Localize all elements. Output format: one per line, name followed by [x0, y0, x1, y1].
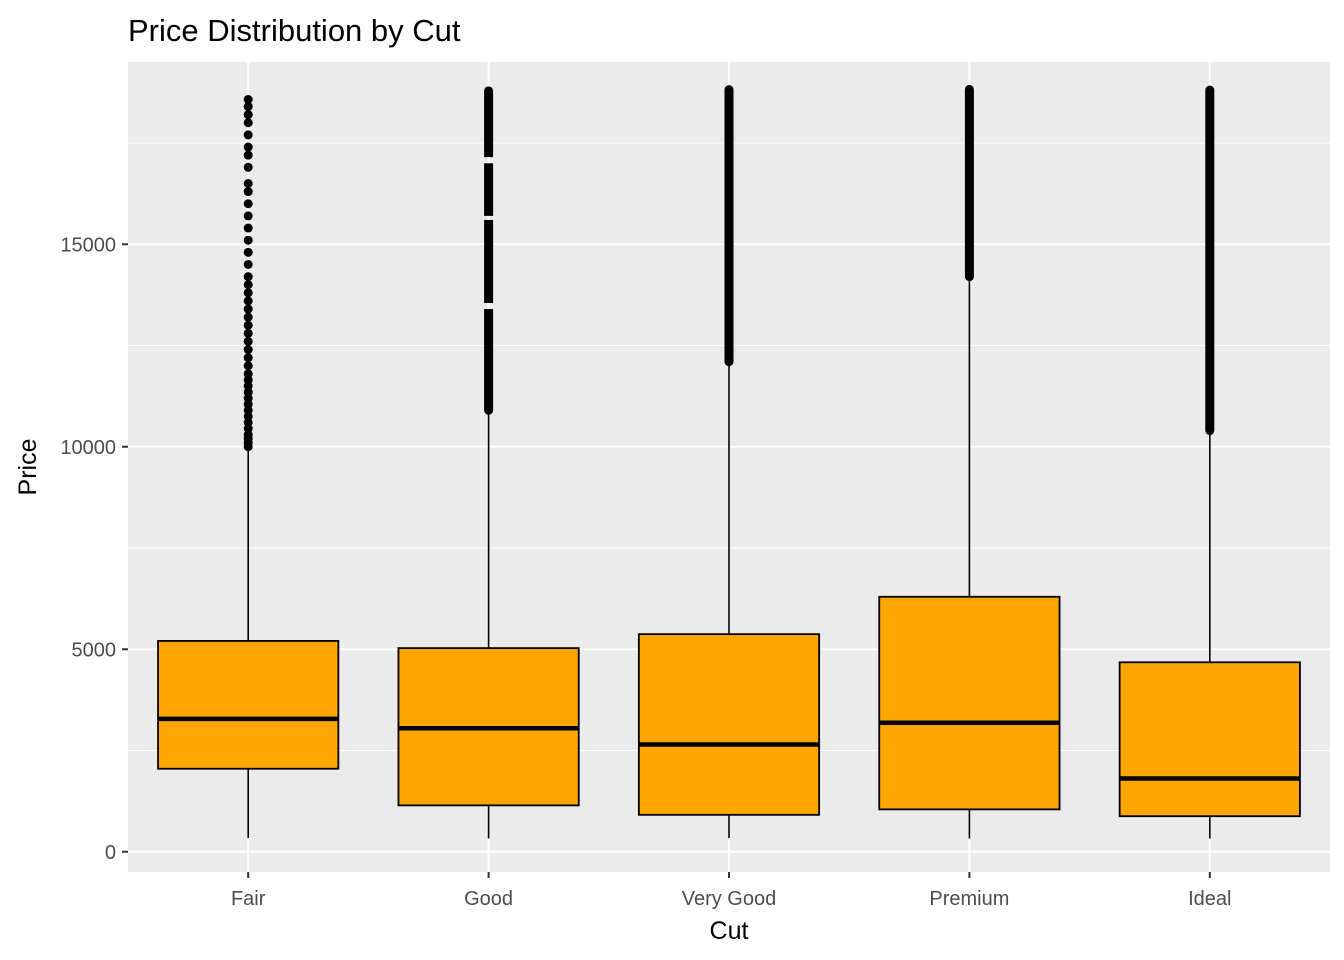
outlier-point — [243, 162, 253, 172]
y-tick-label: 0 — [105, 842, 116, 864]
outlier-point — [243, 304, 253, 314]
box-good — [397, 86, 580, 839]
outlier-point — [243, 361, 253, 371]
outlier-point — [243, 247, 253, 257]
y-axis-title: Price — [14, 439, 42, 496]
outlier-band — [1205, 85, 1215, 436]
y-tick-label: 5000 — [72, 639, 117, 661]
outlier-point — [243, 223, 253, 233]
outliers — [724, 85, 734, 367]
chart-title: Price Distribution by Cut — [128, 13, 461, 48]
outlier-point — [243, 320, 253, 330]
outlier-point — [243, 179, 253, 188]
outlier-point — [243, 353, 253, 363]
box-body — [878, 595, 1061, 811]
outlier-point — [243, 211, 253, 221]
outlier-point — [243, 130, 253, 140]
x-tick-label: Good — [464, 888, 513, 910]
outlier-point — [243, 235, 253, 245]
outlier-point — [243, 336, 253, 346]
x-tick-label: Very Good — [682, 888, 777, 910]
box-body — [637, 633, 821, 816]
outlier-point — [243, 280, 253, 290]
outlier-point — [243, 187, 253, 197]
y-tick-label: 10000 — [60, 437, 116, 459]
x-axis: Fair Good Very Good Premium Ideal — [231, 872, 1231, 910]
outlier-point — [243, 118, 253, 128]
outlier-band — [724, 85, 734, 367]
outlier-point — [243, 312, 253, 322]
y-axis: 0 5000 10000 15000 — [60, 234, 128, 864]
outlier-band — [484, 86, 494, 415]
box-body — [1118, 661, 1301, 818]
x-tick-label: Ideal — [1188, 888, 1231, 910]
outlier-point — [243, 110, 253, 120]
box-ideal — [1118, 85, 1301, 839]
outlier-point — [243, 95, 253, 105]
outlier-point — [243, 260, 253, 269]
outlier-point — [243, 328, 253, 338]
outlier-point — [243, 345, 253, 355]
box-body — [157, 640, 340, 770]
x-tick-label: Premium — [929, 888, 1009, 910]
outlier-point — [243, 296, 253, 306]
outlier-point — [243, 142, 253, 152]
outlier-point — [243, 150, 253, 160]
outliers — [483, 86, 494, 415]
box-fair — [157, 95, 340, 839]
box-layer — [157, 84, 1301, 839]
y-tick-label: 15000 — [60, 234, 116, 256]
outlier-point — [243, 369, 253, 379]
outlier-point — [243, 272, 253, 282]
outlier-point — [243, 199, 253, 209]
box-premium — [878, 84, 1061, 839]
outliers — [1205, 85, 1215, 436]
outliers — [964, 84, 974, 282]
outliers — [243, 95, 253, 452]
x-tick-label: Fair — [231, 888, 266, 910]
outlier-band — [964, 84, 974, 282]
x-axis-title: Cut — [710, 917, 749, 945]
outlier-point — [243, 288, 253, 298]
box-very-good — [637, 85, 821, 839]
outlier-point — [243, 102, 253, 112]
